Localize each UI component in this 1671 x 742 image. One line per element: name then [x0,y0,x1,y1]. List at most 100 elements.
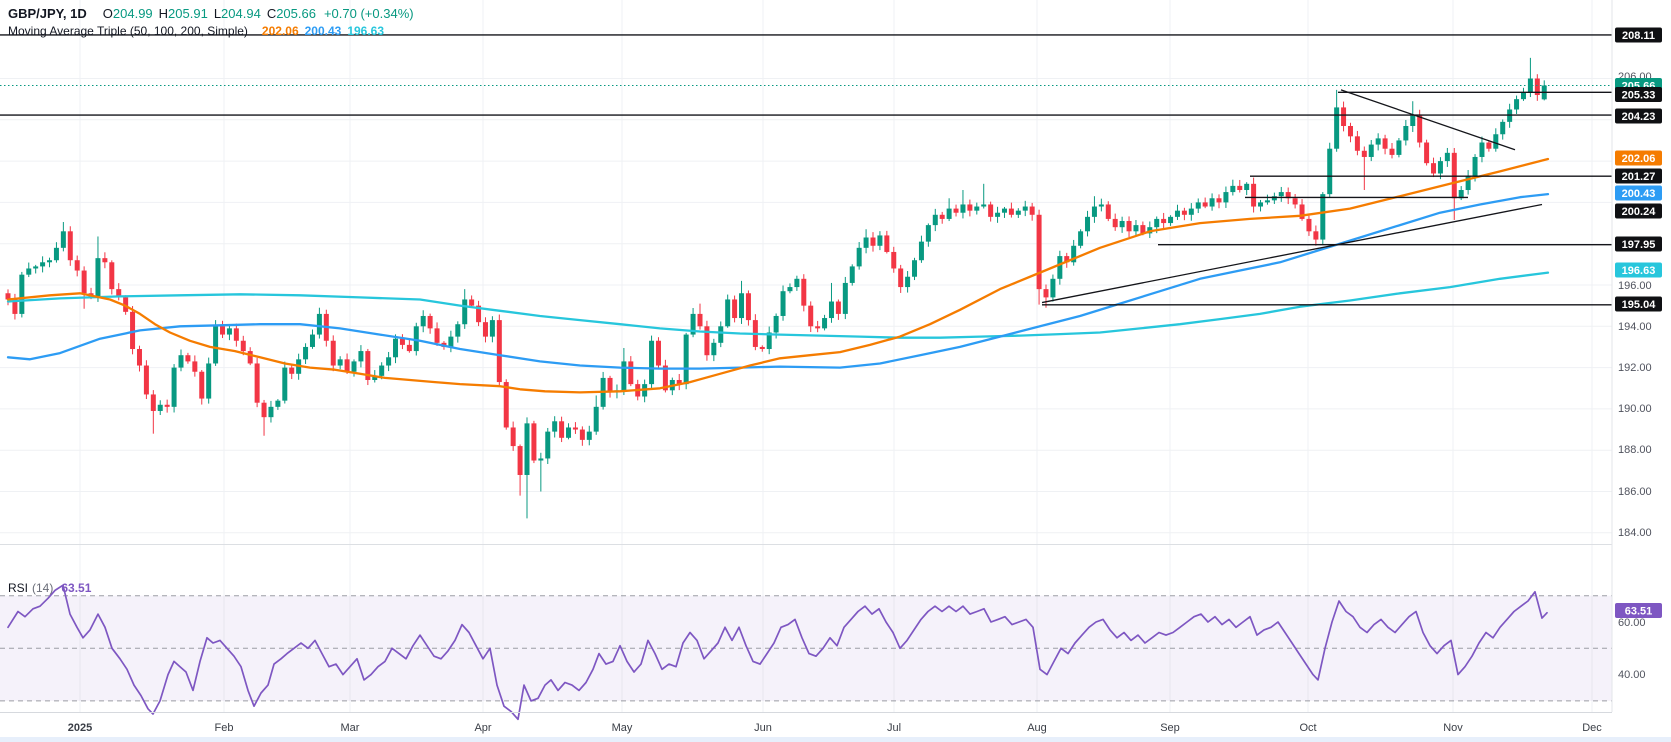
candle-body [393,338,399,358]
candle-body [898,268,904,288]
candle-body [1486,142,1492,149]
trendline[interactable] [1340,89,1516,151]
candle-body [1493,134,1499,149]
candle-body [1306,218,1312,232]
candle-body [1347,125,1353,137]
candle-body [309,334,315,347]
candle-body [150,394,156,411]
trendline[interactable] [1041,203,1543,304]
candle-body [33,266,39,269]
candle-body [109,262,115,290]
candle-body [476,305,482,323]
time-axis-label[interactable]: Jun [754,722,772,734]
candle-body [413,326,419,352]
candle-body [801,278,807,306]
ma100-value: 200.43 [304,24,342,38]
open-value: 204.99 [112,6,153,21]
low-value: 204.94 [221,6,261,21]
candle-body [178,355,184,368]
price-axis-pill-bg [1615,296,1662,312]
candle-body [559,421,565,438]
candle-body [759,346,765,350]
candle-body [732,299,738,319]
candle-body [1424,142,1430,164]
candle-body [1327,148,1333,195]
price-axis-column[interactable] [1612,0,1671,742]
close-value: 205.66 [276,6,316,21]
candle-body [1437,161,1443,174]
rsi-indicator-legend[interactable]: RSI (14) 63.51 [8,581,91,595]
time-axis-label[interactable]: Feb [215,722,234,734]
candle-body [877,235,883,246]
candle-body [434,328,440,343]
candle-body [1237,185,1243,191]
price-axis-pill: 204.23 [1622,111,1656,123]
price-axis-pill: 197.95 [1622,239,1656,251]
candle-body [420,315,426,327]
candle-body [289,367,295,374]
symbol-legend[interactable]: GBP/JPY, 1D O204.99 H205.91 L204.94 C205.66 +… [8,6,414,21]
candle-body [206,363,212,399]
candle-body [524,423,530,475]
candle-body [1354,136,1360,151]
close-label: C [266,6,277,21]
candle-body [53,247,59,261]
candle-body [835,301,841,314]
time-axis-label[interactable]: Mar [341,722,360,734]
candle-body [136,349,142,366]
candle-body [379,365,385,376]
candle-body [406,344,412,352]
candle-body [1015,210,1021,215]
candle-body [704,326,710,356]
candle-body [261,402,267,418]
ma-indicator-legend[interactable]: Moving Average Triple (50, 100, 200, Sim… [8,24,384,38]
candle-body [1251,183,1257,207]
open-label: O [102,6,113,21]
time-axis-label[interactable]: Oct [1299,722,1316,734]
candle-body [268,406,274,418]
candle-body [794,278,800,288]
candle-body [780,291,786,316]
time-axis-label[interactable]: Aug [1027,722,1047,734]
candle-body [282,367,288,401]
candle-body [566,427,572,438]
candle-body [1292,198,1298,205]
time-axis-label[interactable]: May [612,722,633,734]
candle-body [856,247,862,267]
ma200-value: 196.63 [347,24,385,38]
time-axis-label[interactable]: Dec [1582,722,1602,734]
candle-body [496,320,502,383]
candle-body [572,427,578,430]
ma200-line [6,271,1550,339]
change-value: +0.70 (+0.34%) [323,6,414,21]
time-axis-label[interactable]: Apr [474,722,491,734]
candle-body [697,313,703,327]
candle-body [358,351,364,362]
candle-body [74,260,80,271]
candle-body [849,266,855,283]
candle-body [690,313,696,335]
price-axis-pill: 201.27 [1622,171,1656,183]
time-axis-label[interactable]: Nov [1443,722,1463,734]
candle-body [462,299,468,325]
rsi-title: RSI [8,581,29,595]
candle-body [1181,210,1187,215]
time-axis-label[interactable]: Jul [887,722,901,734]
candle-body [233,328,239,341]
candle-body [40,262,46,267]
candle-body [925,225,931,242]
rsi-line [7,584,1548,721]
price-axis-pill: 196.63 [1622,265,1656,277]
candle-body [683,334,689,385]
candle-body [884,235,890,252]
candle-body [489,320,495,337]
candle-body [372,375,378,380]
candle-body [1174,210,1180,217]
candle-body [808,305,814,327]
candle-body [1188,208,1194,215]
candle-body [517,446,523,475]
time-axis-label[interactable]: 2025 [68,722,92,734]
time-axis-label[interactable]: Sep [1160,722,1180,734]
candle-body [220,326,226,335]
